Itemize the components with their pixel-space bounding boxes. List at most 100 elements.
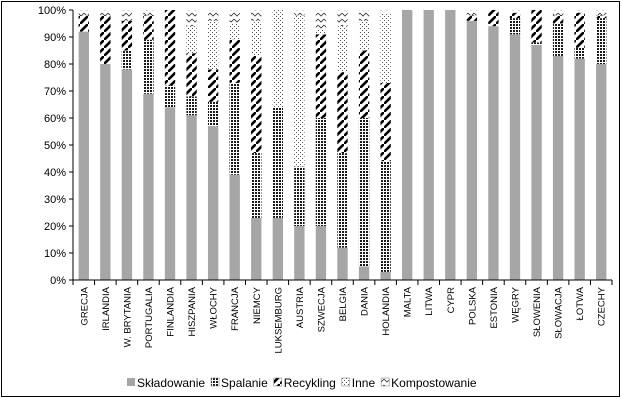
bar-segment-kompostowanie bbox=[207, 10, 219, 21]
bar-segment-recykling bbox=[552, 15, 564, 24]
legend-label: Spalanie bbox=[221, 376, 268, 390]
bar-segment-skladowanie bbox=[423, 10, 434, 280]
bar-segment-spalanie bbox=[143, 39, 154, 94]
bar-segment-inne bbox=[229, 23, 240, 40]
bar-segment-skladowanie bbox=[294, 226, 305, 280]
x-tick-label: IRLANDIA bbox=[101, 286, 112, 330]
y-tick-label: 30% bbox=[44, 194, 66, 206]
bar-segment-skladowanie bbox=[186, 115, 197, 280]
bar-segment-recykling bbox=[143, 15, 154, 40]
bar-segment-skladowanie bbox=[315, 226, 327, 280]
bar-segment-recykling bbox=[488, 10, 499, 27]
y-tick-label: 60% bbox=[44, 113, 66, 125]
bar-segment-skladowanie bbox=[164, 107, 176, 280]
y-tick-label: 80% bbox=[44, 59, 66, 71]
bar-stack-grecja bbox=[78, 10, 89, 280]
bar-stack-dania bbox=[358, 10, 370, 280]
legend-item-spalanie: Spalanie bbox=[210, 376, 268, 390]
x-tick-label: ESTONIA bbox=[489, 286, 500, 328]
bar-stack-finlandia bbox=[164, 10, 176, 280]
x-tick-label: WĘGRY bbox=[510, 286, 521, 322]
bar-segment-inne bbox=[315, 28, 327, 35]
bar-segment-kompostowanie bbox=[121, 10, 133, 21]
legend-swatch bbox=[210, 377, 220, 387]
bar-stack-belgia bbox=[337, 10, 348, 280]
bar-segment-spalanie bbox=[121, 50, 133, 70]
y-tick-label: 90% bbox=[44, 32, 66, 44]
bar-segment-recykling bbox=[100, 15, 111, 64]
bar-segment-recykling bbox=[315, 34, 327, 118]
legend-label: Kompostowanie bbox=[391, 376, 477, 390]
x-tick-label: HISZPANIA bbox=[187, 286, 198, 336]
bar-stack-irlandia bbox=[100, 10, 111, 280]
bar-segment-spalanie bbox=[574, 47, 585, 59]
bar-segment-recykling bbox=[121, 20, 133, 51]
bar-segment-inne bbox=[358, 20, 370, 51]
bar-segment-skladowanie bbox=[251, 217, 262, 280]
bar-segment-spalanie bbox=[186, 96, 197, 116]
bar-segment-kompostowanie bbox=[337, 10, 348, 27]
bar-stack-francja bbox=[229, 10, 240, 280]
x-axis: GRECJA IRLANDIA W. BRYTANIA PORTUGALIA FINLA… bbox=[72, 279, 613, 354]
bar-segment-spalanie bbox=[380, 161, 391, 272]
x-tick-label: CZECHY bbox=[597, 286, 608, 326]
bar-stack-slowacja bbox=[552, 10, 564, 281]
bar-stack-malta bbox=[402, 10, 413, 280]
bar-segment-kompostowanie bbox=[294, 10, 305, 16]
x-tick-label: BELGIA bbox=[338, 286, 349, 321]
x-tick-label: LUKSEMBURG bbox=[273, 287, 284, 354]
x-tick-label: POLSKA bbox=[467, 286, 478, 325]
x-tick-label: SŁOWACJA bbox=[554, 286, 565, 339]
legend-label: Recykling bbox=[284, 376, 336, 390]
bar-stack-luksemburg bbox=[272, 10, 283, 280]
bar-stack-portugalia bbox=[143, 10, 154, 280]
x-tick-label: SŁOWENIA bbox=[532, 286, 543, 337]
bar-stack-hiszpania bbox=[186, 10, 197, 280]
bar-segment-kompostowanie bbox=[552, 10, 564, 16]
bar-segment-recykling bbox=[78, 15, 89, 32]
y-tick-label: 50% bbox=[44, 140, 66, 152]
bar-segment-spalanie bbox=[596, 18, 607, 65]
bar-segment-spalanie bbox=[229, 82, 240, 175]
bar-segment-recykling bbox=[531, 10, 542, 43]
legend-item-recykling: Recykling bbox=[273, 376, 336, 390]
x-tick-label: AUSTRIA bbox=[295, 286, 306, 328]
bar-segment-kompostowanie bbox=[315, 10, 327, 29]
bar-stack-holandia bbox=[380, 10, 391, 280]
bar-stack-szwecja bbox=[315, 10, 327, 280]
bar-segment-spalanie bbox=[164, 85, 176, 108]
bar-segment-skladowanie bbox=[596, 64, 607, 280]
bar-segment-skladowanie bbox=[358, 266, 370, 280]
x-tick-label: GRECJA bbox=[79, 286, 90, 325]
bar-segment-skladowanie bbox=[380, 271, 391, 280]
bar-segment-spalanie bbox=[315, 118, 327, 226]
bar-stack-cypr bbox=[445, 10, 456, 280]
bar-segment-spalanie bbox=[552, 23, 564, 56]
bar-segment-spalanie bbox=[272, 107, 283, 218]
y-axis: 0% 10% 20% 30% 40% 50% 60% 70% 80% 90% 100% bbox=[38, 5, 74, 287]
bar-segment-spalanie bbox=[358, 118, 370, 267]
bar-stack-wlochy bbox=[207, 10, 219, 280]
bar-segment-recykling bbox=[186, 53, 197, 97]
bar-segment-recykling bbox=[466, 15, 478, 21]
bar-segment-skladowanie bbox=[488, 26, 499, 281]
bar-segment-skladowanie bbox=[552, 55, 564, 281]
bar-segment-spalanie bbox=[294, 166, 305, 226]
bar-stack-niemcy bbox=[251, 10, 262, 280]
bar-segment-kompostowanie bbox=[143, 10, 154, 16]
legend-label: Inne bbox=[352, 376, 376, 390]
bar-segment-inne bbox=[294, 15, 305, 167]
x-tick-label: HOLANDIA bbox=[381, 286, 392, 335]
bar-segment-skladowanie bbox=[531, 45, 542, 280]
bar-segment-spalanie bbox=[509, 18, 521, 35]
x-tick-label: ŁOTWA bbox=[575, 286, 586, 320]
bar-segment-skladowanie bbox=[337, 247, 348, 280]
legend-item-inne: Inne bbox=[341, 376, 376, 390]
bar-stack-polska bbox=[466, 10, 478, 281]
bar-segment-kompostowanie bbox=[100, 10, 111, 16]
x-tick-label: FINLANDIA bbox=[166, 286, 177, 336]
bar-stack-lotwa bbox=[574, 10, 585, 280]
bar-segment-skladowanie bbox=[466, 20, 478, 281]
bar-segment-inne bbox=[251, 20, 262, 56]
